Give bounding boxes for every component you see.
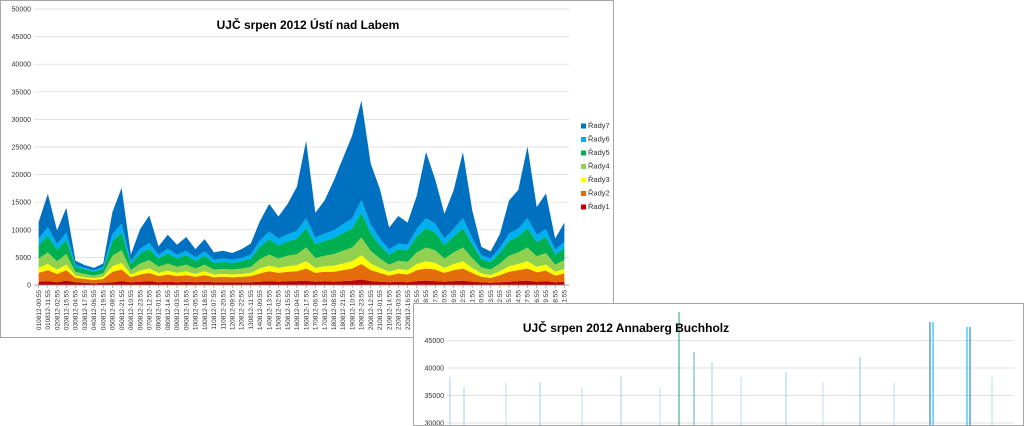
legend-label: Řady6 [588,135,610,144]
y-tick-label: 45000 [12,34,32,41]
y-tick-label: 50000 [12,7,32,14]
x-tick-label: 100812-18:55 [202,290,209,331]
x-tick-label: 180812-21:55 [340,290,347,331]
legend-swatch [581,123,586,129]
x-tick-label: 060812-23:55 [137,290,144,331]
x-tick-label: 160812-17:55 [303,290,310,331]
chart-usti: 0 5000 10000 15000 20000 25000 30000 35000 40000… [12,7,610,331]
series-area [38,264,565,284]
x-tick-label: 020812-15:55 [63,290,70,331]
x-tick-label: 160812-04:55 [294,290,301,331]
y-tick-label: 40000 [12,62,32,69]
x-tick-label: 120812-09:55 [230,290,237,331]
y-tick-label: 20000 [12,172,32,179]
legend-swatch [581,191,586,196]
y-tick-label: 35000 [12,89,32,96]
chart-title-usti: UJČ srpen 2012 Ústí nad Labem [217,17,400,32]
x-tick-label: 210812-14:55 [386,290,393,331]
legend-swatch [581,150,586,156]
legend: Řady7 Řady6 Řady5 Řady4 Řady3 Řady2 Řady1 [581,121,610,211]
legend-label: Řady7 [588,121,610,130]
legend-label: Řady3 [588,175,610,184]
x-tick-label: 070812-12:55 [147,290,154,331]
x-tick-label: 170812-19:55 [322,290,329,331]
legend-swatch [581,204,586,210]
series-area [38,212,565,276]
y-tick-label: 0 [27,283,31,290]
x-tick-label: 090812-16:55 [183,290,190,331]
chart-annaberg-panel: 30000 35000 40000 45000 UJČ srpen 2012 Anna… [413,303,1024,426]
y-tick-label: 5000 [15,255,31,262]
series-area [38,279,565,285]
legend-label: Řady2 [588,189,610,198]
y-tick-label: 25000 [12,145,32,152]
legend-label: Řady5 [588,148,610,157]
x-tick-label: 110812-07:55 [211,290,218,330]
stacked-areas [38,100,565,285]
x-tick-label: 020812-02:55 [54,290,61,331]
y-tick-label: 40000 [425,366,445,373]
x-tick-label: 080812-01:55 [156,290,163,331]
x-tick-label: 200812-12:55 [368,290,375,331]
x-tick-label: 040812-19:55 [100,290,107,331]
y-tick-labels: 30000 35000 40000 45000 [425,338,445,426]
series-area [38,255,565,281]
x-tick-label: 060812-10:55 [128,290,135,331]
series-lines [449,312,993,425]
x-tick-label: 090812-03:55 [174,290,181,331]
y-gridlines [447,340,1014,424]
y-tick-labels: 0 5000 10000 15000 20000 25000 30000 35000 40000… [12,7,32,290]
y-tick-label: 30000 [425,421,445,426]
legend-label: Řady1 [588,202,610,211]
chart-annaberg: 30000 35000 40000 45000 UJČ srpen 2012 Anna… [425,312,1014,426]
x-tick-label: 150812-02:55 [276,290,283,331]
x-tick-label: 030812-17:55 [82,290,89,331]
x-tick-label: 180812-08:55 [331,290,338,331]
x-tick-label: 080812-14:55 [165,290,172,331]
legend-label: Řady4 [588,162,610,171]
series-area [38,199,565,272]
x-tick-label: 100812-05:55 [193,290,200,331]
y-tick-label: 45000 [425,338,445,345]
x-tick-label: 050812-08:55 [110,290,117,331]
y-tick-label: 30000 [12,117,32,124]
legend-swatch [581,177,586,183]
x-tick-label: 170812-06:55 [313,290,320,331]
y-tick-label: 35000 [425,393,445,400]
chart-usti-panel: 0 5000 10000 15000 20000 25000 30000 35000 40000… [0,0,614,338]
x-tick-label: 130812-11:55 [248,290,255,330]
y-tick-label: 15000 [12,200,32,207]
x-tick-label: 150812-15:55 [285,290,292,331]
x-tick-label: 010812-00:55 [36,290,43,331]
series-area [38,100,565,271]
x-tick-label: 120812-22:55 [239,290,246,331]
x-tick-label: 210812-01:55 [377,290,384,331]
x-tick-label: 030812-04:55 [73,290,80,331]
x-tick-label: 140812-00:55 [257,290,264,331]
y-tick-label: 10000 [12,227,32,234]
x-tick-label: 110812-20:55 [220,290,227,330]
x-tick-label: 040812-06:55 [91,290,98,331]
x-tick-label: 190812-23:55 [359,290,366,331]
chart-title-annaberg: UJČ srpen 2012 Annaberg Buchholz [523,320,729,335]
x-tick-label: 010812-11:55 [45,290,52,330]
x-tick-label: 140812-13:55 [266,290,273,331]
series-area [38,237,565,279]
x-tick-label: 220812-16:55 [405,290,412,331]
x-tick-label: 050812-21:55 [119,290,126,331]
legend-swatch [581,137,586,142]
x-tick-label: 220812-03:55 [396,290,403,331]
x-tick-label: 190812-10:55 [349,290,356,331]
legend-swatch [581,164,586,169]
